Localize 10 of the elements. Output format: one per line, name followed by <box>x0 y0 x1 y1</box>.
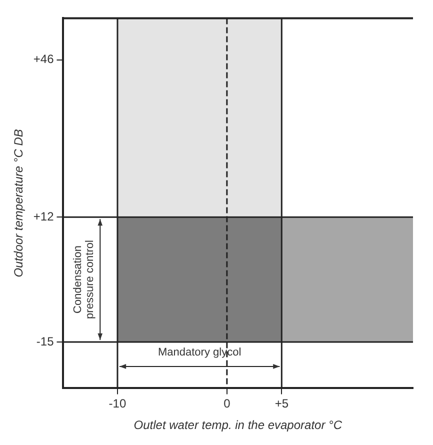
y-tick-label: +46 <box>33 52 54 66</box>
y-axis-title: Outdoor temperature °C DB <box>12 129 26 278</box>
y-tick-label: +12 <box>33 209 54 224</box>
x-tick-label: -10 <box>108 396 126 411</box>
annotation: Condensation pressure control <box>72 240 96 319</box>
annotation: Mandatory glycol <box>158 346 242 358</box>
y-tick-label: -15 <box>36 334 54 348</box>
x-axis-title: Outlet water temp. in the evaporator °C <box>134 418 342 432</box>
x-tick-label: 0 <box>224 396 231 411</box>
x-tick-label: +5 <box>274 396 289 411</box>
